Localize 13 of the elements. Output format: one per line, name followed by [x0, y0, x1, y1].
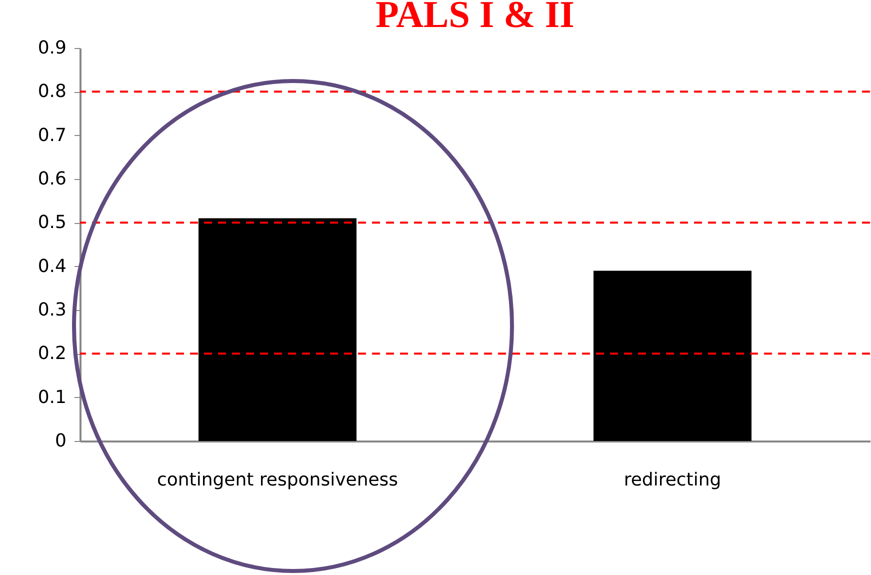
y-tick-label: 0.7 [38, 124, 66, 146]
y-tick-label: 0.2 [38, 343, 66, 364]
y-tick-label: 0.4 [38, 256, 66, 277]
y-tick-label: 0.6 [38, 168, 66, 190]
x-tick-label: contingent responsiveness [156, 470, 398, 490]
y-tick-label: 0.1 [38, 386, 66, 408]
y-tick-label: 0.8 [38, 81, 66, 102]
y-tick-label: 0.9 [38, 38, 66, 58]
x-tick-label: redirecting [624, 470, 722, 490]
y-tick-label: 0.5 [38, 212, 66, 234]
y-tick-label: 0.3 [38, 300, 66, 320]
chart-title: PALS I & II [376, 0, 574, 36]
y-tick-label: 0 [55, 430, 66, 452]
